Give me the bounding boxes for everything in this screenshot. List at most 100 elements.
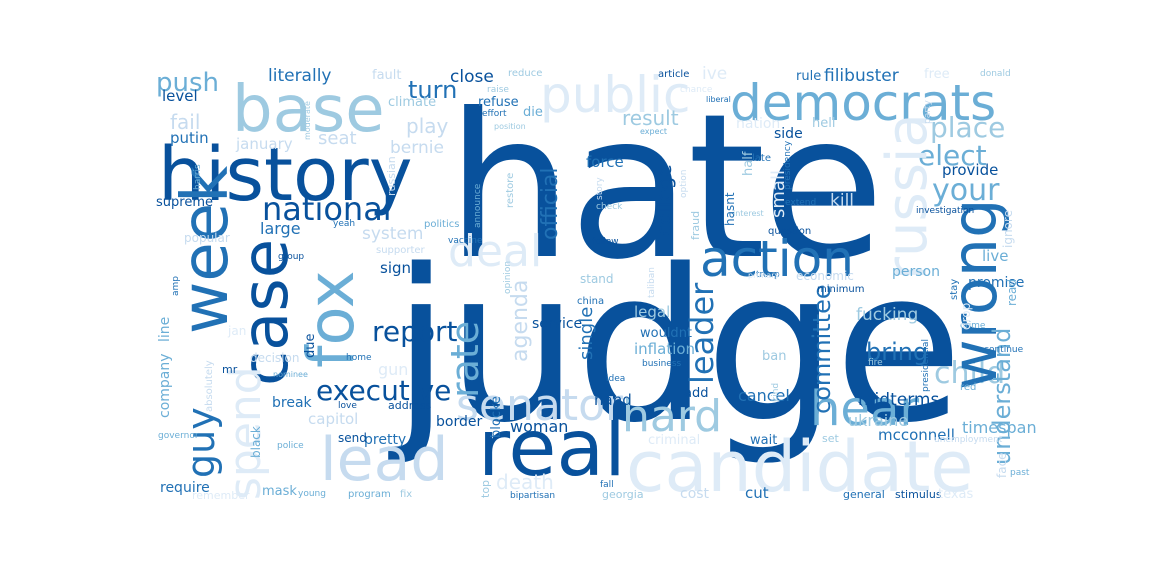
word-continue: texas: [938, 487, 974, 502]
word-black: minimum: [817, 284, 865, 295]
word-jan: moderate: [303, 101, 312, 140]
word-supreme: sign: [380, 259, 412, 277]
word-position: donald: [980, 69, 1011, 79]
word-primary: question: [768, 226, 812, 237]
word-stay: extend: [785, 198, 817, 208]
word-require: border: [436, 414, 483, 430]
word-georgia: governor: [158, 431, 199, 441]
word-opinion: fire: [868, 358, 883, 368]
word-business: remember: [192, 489, 250, 502]
word-due: presidency: [783, 140, 793, 190]
word-candidate: candidate: [626, 426, 974, 508]
word-vaccine: jan: [228, 324, 247, 338]
word-close: close: [450, 67, 494, 87]
word-history: history: [158, 132, 413, 218]
word-cost: ukraine: [848, 411, 909, 430]
word-wrong: push: [156, 68, 220, 98]
word-senator: action: [700, 230, 854, 288]
word-fox: turn: [408, 76, 458, 104]
word-place: guy: [179, 407, 223, 478]
word-child: place: [930, 111, 1006, 144]
word-cut: timespan: [962, 418, 1037, 437]
word-bipartisan: amp: [171, 276, 181, 296]
word-check: police: [277, 441, 304, 451]
word-address: position: [494, 122, 526, 131]
word-nation: mr: [222, 363, 238, 376]
word-question: young: [298, 489, 326, 499]
word-send: wouldnt: [640, 326, 693, 341]
word-level: large: [260, 219, 301, 238]
word-story: story: [595, 177, 605, 200]
word-break: level: [162, 87, 198, 105]
word-ban: cancel: [738, 386, 790, 405]
word-small: investigation: [916, 206, 975, 216]
word-extend: bipartisan: [510, 491, 556, 501]
word-college: interest: [733, 209, 764, 218]
word-wait: fucking: [856, 305, 919, 325]
word-harris: troop: [756, 270, 780, 280]
word-blocke: read: [1005, 278, 1019, 306]
word-restore: red: [960, 382, 977, 393]
word-stand: opinion: [503, 260, 513, 294]
word-refuse: nation: [736, 116, 781, 132]
word-police: restore: [505, 172, 516, 208]
word-troop: fall: [600, 480, 614, 490]
word-interest: program: [348, 489, 391, 500]
word-death: hand: [594, 391, 632, 409]
word-your: russia: [875, 113, 940, 280]
word-week: your: [932, 173, 1000, 208]
word-nominee: expect: [640, 127, 668, 136]
word-drop: russian: [385, 156, 398, 196]
word-face: address: [388, 399, 432, 412]
word-group: effort: [482, 109, 507, 119]
word-executive: national: [262, 190, 392, 228]
word-mr: service: [532, 316, 583, 332]
word-add: inflation: [634, 340, 696, 358]
word-love: party: [923, 100, 933, 124]
word-taliban: criminal: [648, 433, 701, 448]
word-rate: child: [934, 356, 1006, 391]
word-ignore: presidential: [921, 339, 931, 392]
word-live: single: [576, 306, 597, 360]
word-agenda: agenda: [508, 279, 533, 362]
word-russian: primary: [748, 271, 780, 280]
word-mask: politics: [424, 219, 460, 230]
word-investigation: fix: [400, 489, 413, 500]
word-liberal: article: [658, 69, 690, 80]
word-promise: blocke: [489, 395, 504, 438]
word-popular: raise: [487, 85, 509, 95]
word-deal: week: [169, 165, 243, 334]
word-program: supporter: [376, 245, 425, 256]
word-hand: break: [272, 395, 312, 411]
word-border: capitol: [308, 410, 359, 428]
word-read: continue: [984, 345, 1024, 355]
word-half: stand: [580, 272, 614, 286]
word-mcconnell: line: [157, 316, 173, 342]
word-kill: provide: [942, 161, 999, 179]
word-option: option: [679, 169, 689, 198]
word-capitol: supreme: [156, 195, 213, 210]
word-general: black: [249, 426, 263, 458]
word-home: liberal: [706, 95, 731, 104]
word-hate: hate: [446, 71, 885, 304]
word-bernie: bernie: [390, 138, 444, 158]
word-ive: send: [338, 431, 367, 445]
word-minimum: general: [843, 488, 885, 501]
word-large: kill: [830, 191, 855, 211]
word-absolutely: stay: [949, 278, 960, 300]
word-unemployment: fraud: [689, 210, 702, 240]
word-turn: hear: [810, 381, 920, 437]
word-national: deal: [448, 226, 543, 277]
word-hell: promise: [968, 275, 1025, 291]
word-official: official: [538, 167, 563, 240]
word-fraud: idea: [606, 374, 626, 384]
word-push: hard: [622, 391, 723, 442]
word-play: play: [406, 114, 449, 138]
word-decision: harris: [193, 164, 203, 190]
word-provide: force: [586, 153, 624, 171]
word-effort: ive: [702, 64, 728, 84]
word-literally: literally: [268, 66, 332, 86]
word-fail: fail: [170, 110, 201, 134]
word-hasnt: china: [577, 296, 605, 307]
